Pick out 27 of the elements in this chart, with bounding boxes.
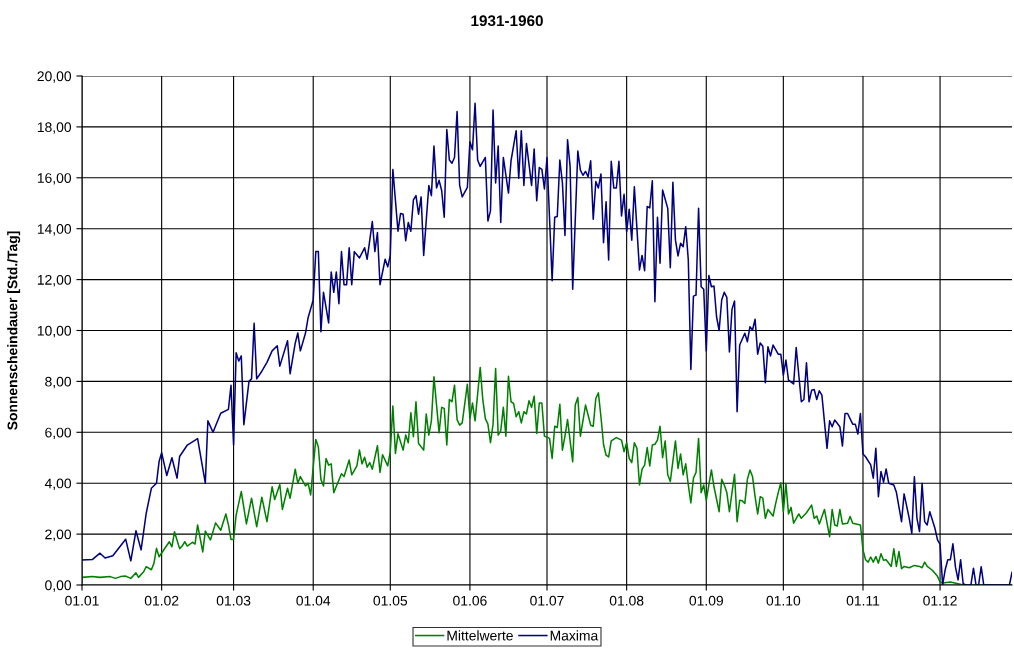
- x-tick-label: 01.02: [144, 595, 179, 606]
- y-tick-label: 16,00: [37, 173, 72, 185]
- y-axis-title: Sonnenscheindauer [Std./Tag]: [7, 231, 21, 430]
- y-tick-label: 6,00: [45, 427, 72, 440]
- x-tick-label: 01.09: [689, 595, 723, 606]
- y-tick-label: 8,00: [45, 376, 72, 389]
- y-tick-label: 20,00: [37, 71, 72, 83]
- y-tick-label: 14,00: [37, 224, 72, 236]
- x-tick-label: 01.10: [766, 595, 801, 606]
- x-tick-label: 01.07: [530, 595, 564, 606]
- x-tick-label: 01.08: [609, 595, 644, 606]
- y-tick-label: 10,00: [37, 325, 72, 338]
- y-tick-label: 18,00: [37, 122, 72, 134]
- x-tick-label: 01.05: [373, 595, 408, 606]
- chart-title: 1931-1960: [471, 15, 543, 27]
- y-tick-label: 12,00: [37, 274, 72, 287]
- x-tick-label: 01.06: [453, 595, 487, 606]
- x-tick-label: 01.04: [296, 595, 331, 606]
- y-tick-label: 0,00: [45, 580, 72, 592]
- legend-label: Mittelwerte: [447, 630, 513, 641]
- x-tick-label: 01.01: [65, 595, 99, 606]
- x-tick-label: 01.03: [216, 595, 251, 606]
- x-tick-label: 01.11: [846, 595, 880, 606]
- y-tick-label: 2,00: [45, 529, 72, 541]
- legend-label: Maxima: [550, 630, 599, 641]
- x-tick-label: 01.12: [923, 595, 957, 606]
- y-tick-label: 4,00: [44, 478, 72, 491]
